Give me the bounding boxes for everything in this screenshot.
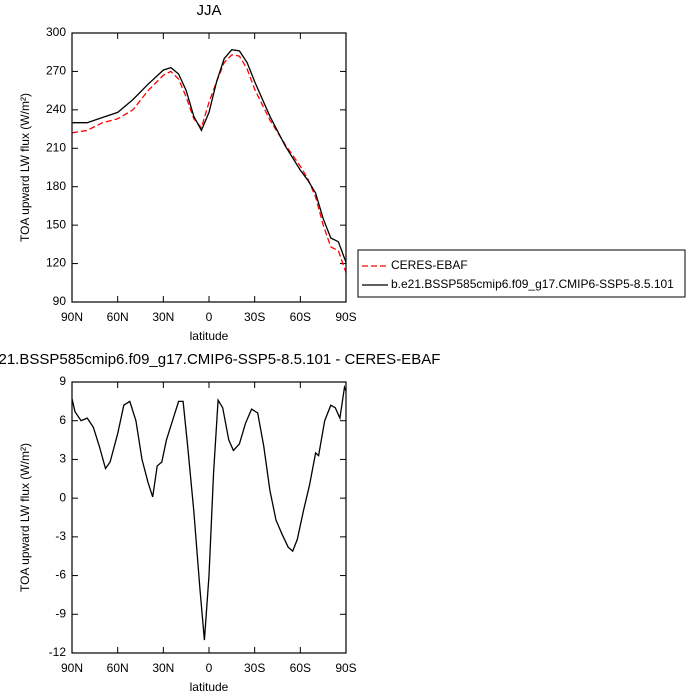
y-axis-label: TOA upward LW flux (W/m²) xyxy=(18,443,32,592)
y-tick-label: 150 xyxy=(46,217,66,231)
y-tick-label: -12 xyxy=(49,645,67,659)
y-tick-label: -9 xyxy=(55,606,66,620)
y-tick-label: 240 xyxy=(46,102,66,116)
x-axis-label: latitude xyxy=(190,680,229,694)
y-tick-label: 180 xyxy=(46,179,66,193)
chart-title: JJA xyxy=(196,2,221,19)
y-tick-label: 120 xyxy=(46,256,66,270)
x-tick-label: 0 xyxy=(206,310,213,324)
y-tick-label: 210 xyxy=(46,140,66,154)
legend-label: CERES-EBAF xyxy=(391,258,468,272)
y-tick-label: 9 xyxy=(59,374,66,388)
data-line xyxy=(72,49,347,263)
x-axis-label: latitude xyxy=(190,329,229,343)
y-tick-label: 90 xyxy=(53,294,67,308)
y-tick-label: 300 xyxy=(46,25,66,39)
plot-frame xyxy=(71,381,347,654)
x-tick-label: 90N xyxy=(61,661,83,675)
data-line xyxy=(71,54,347,273)
x-tick-label: 0 xyxy=(206,661,213,675)
chart-title: b.e21.BSSP585cmip6.f09_g17.CMIP6-SSP5-8.… xyxy=(0,351,440,368)
x-tick-label: 60N xyxy=(107,661,129,675)
y-tick-label: -3 xyxy=(55,529,66,543)
y-tick-label: 6 xyxy=(59,413,66,427)
y-tick-label: 3 xyxy=(59,452,66,466)
x-tick-label: 90S xyxy=(335,310,356,324)
legend-label: b.e21.BSSP585cmip6.f09_g17.CMIP6-SSP5-8.… xyxy=(391,277,674,291)
data-line xyxy=(71,384,347,641)
x-tick-label: 90S xyxy=(335,661,356,675)
legend-box xyxy=(357,249,686,298)
x-tick-label: 60N xyxy=(107,310,129,324)
x-tick-label: 30N xyxy=(152,310,174,324)
x-tick-label: 30S xyxy=(244,661,265,675)
y-axis-label: TOA upward LW flux (W/m²) xyxy=(18,93,32,242)
plot-frame xyxy=(71,32,347,303)
y-tick-label: 270 xyxy=(46,64,66,78)
x-tick-label: 30N xyxy=(152,661,174,675)
y-tick-label: -6 xyxy=(55,568,66,582)
x-tick-label: 90N xyxy=(61,310,83,324)
x-tick-label: 30S xyxy=(244,310,265,324)
x-tick-label: 60S xyxy=(290,661,311,675)
x-tick-label: 60S xyxy=(290,310,311,324)
y-tick-label: 0 xyxy=(59,490,66,504)
